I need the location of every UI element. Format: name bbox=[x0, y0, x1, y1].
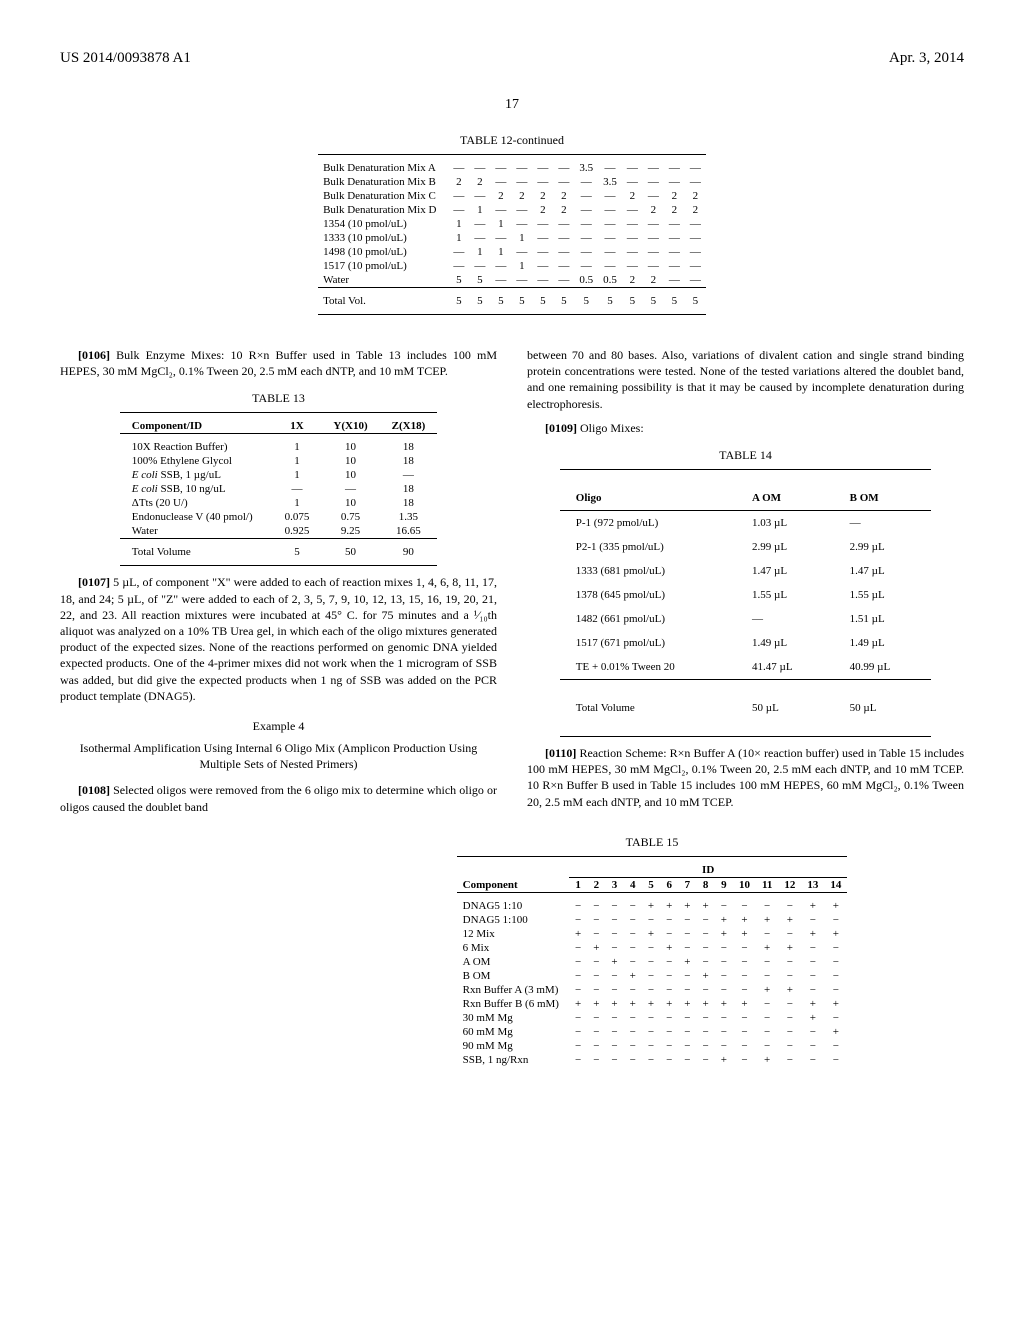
para-text: Oligo Mixes: bbox=[577, 421, 644, 435]
table12: Bulk Denaturation Mix A——————3.5—————Bul… bbox=[318, 154, 706, 315]
table15: IDComponent1234567891011121314DNAG5 1:10… bbox=[457, 856, 848, 1067]
para-text: Reaction Scheme: R×n Buffer A (10× react… bbox=[527, 746, 964, 809]
table12-caption: TABLE 12-continued bbox=[60, 133, 964, 148]
para-0109: [0109] Oligo Mixes: bbox=[527, 420, 964, 436]
table14: OligoA OMB OMP-1 (972 pmol/uL)1.03 µL—P2… bbox=[560, 469, 931, 737]
para-text: 5 µL, of component "X" were added to eac… bbox=[60, 575, 497, 702]
para-num: [0106] bbox=[78, 348, 110, 362]
page-number: 17 bbox=[60, 97, 964, 113]
para-num: [0107] bbox=[78, 575, 110, 589]
para-num: [0109] bbox=[545, 421, 577, 435]
patent-id: US 2014/0093878 A1 bbox=[60, 50, 191, 67]
para-text: Selected oligos were removed from the 6 … bbox=[60, 783, 497, 813]
para-0108: [0108] Selected oligos were removed from… bbox=[60, 782, 497, 814]
table14-caption: TABLE 14 bbox=[527, 448, 964, 463]
patent-date: Apr. 3, 2014 bbox=[889, 50, 964, 67]
table15-caption: TABLE 15 bbox=[340, 835, 964, 850]
para-0107: [0107] 5 µL, of component "X" were added… bbox=[60, 574, 497, 704]
para-0106: [0106] Bulk Enzyme Mixes: 10 R×n Buffer … bbox=[60, 347, 497, 379]
para-continuation: between 70 and 80 bases. Also, variation… bbox=[527, 347, 964, 412]
para-num: [0108] bbox=[78, 783, 110, 797]
para-0110: [0110] Reaction Scheme: R×n Buffer A (10… bbox=[527, 745, 964, 810]
example4-title: Example 4 bbox=[60, 718, 497, 734]
para-text: Bulk Enzyme Mixes: 10 R×n Buffer used in… bbox=[60, 348, 497, 378]
right-column: between 70 and 80 bases. Also, variation… bbox=[527, 339, 964, 823]
left-column: [0106] Bulk Enzyme Mixes: 10 R×n Buffer … bbox=[60, 339, 497, 823]
table13-caption: TABLE 13 bbox=[60, 391, 497, 406]
table13: Component/ID1XY(X10)Z(X18)10X Reaction B… bbox=[120, 412, 437, 566]
example4-subtitle: Isothermal Amplification Using Internal … bbox=[60, 740, 497, 772]
para-num: [0110] bbox=[545, 746, 576, 760]
page-header: US 2014/0093878 A1 Apr. 3, 2014 bbox=[60, 50, 964, 67]
